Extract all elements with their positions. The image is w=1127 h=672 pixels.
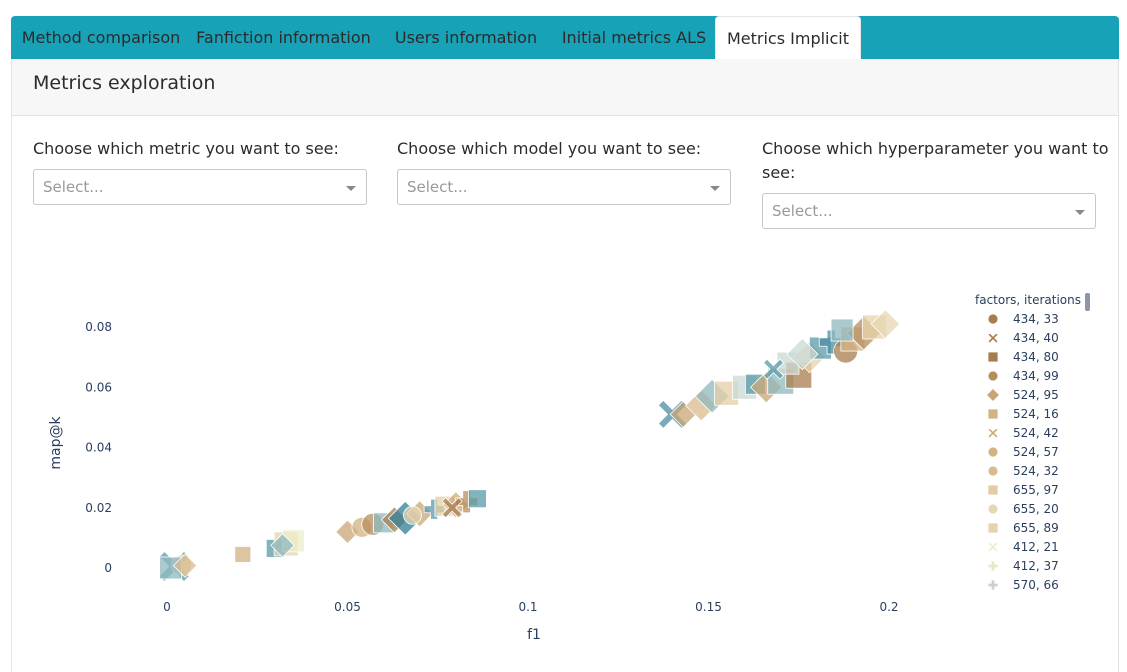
tab-initial-metrics-als[interactable]: Initial metrics ALS xyxy=(561,28,707,47)
metric-select-label: Choose which metric you want to see: xyxy=(33,139,339,158)
legend-entry[interactable]: 655, 97 xyxy=(1013,483,1059,497)
tab-fanfiction-information[interactable]: Fanfiction information xyxy=(196,28,371,47)
chevron-down-icon xyxy=(346,186,356,191)
scatter-point[interactable] xyxy=(786,337,819,371)
scatter-point[interactable] xyxy=(870,309,901,339)
legend-entry[interactable]: 412, 21 xyxy=(1013,540,1059,554)
legend-marker[interactable] xyxy=(987,313,999,325)
scatter-point[interactable] xyxy=(270,533,295,558)
legend-marker[interactable] xyxy=(987,484,999,496)
legend-marker[interactable] xyxy=(987,465,999,477)
hyperparameter-select[interactable]: Select... xyxy=(762,193,1096,229)
scatter-point[interactable] xyxy=(403,505,422,525)
x-tick-label: 0 xyxy=(163,600,171,614)
metrics-panel: Metrics exploration xyxy=(11,59,1119,672)
legend-marker[interactable] xyxy=(987,408,999,420)
tab-bar: Method comparison Fanfiction information… xyxy=(11,16,1119,60)
scatter-point[interactable] xyxy=(441,497,463,519)
legend-marker[interactable] xyxy=(987,370,999,382)
legend-entry[interactable]: 434, 80 xyxy=(1013,350,1059,364)
legend-marker[interactable] xyxy=(987,332,999,344)
x-tick-label: 0.05 xyxy=(334,600,361,614)
legend-entry[interactable]: 524, 42 xyxy=(1013,426,1059,440)
legend-marker[interactable] xyxy=(987,541,999,553)
legend-entry[interactable]: 524, 57 xyxy=(1013,445,1059,459)
legend-entry[interactable]: 434, 33 xyxy=(1013,312,1059,326)
legend-entry[interactable]: 434, 99 xyxy=(1013,369,1059,383)
legend-entry[interactable]: 524, 16 xyxy=(1013,407,1059,421)
model-select-label: Choose which model you want to see: xyxy=(397,139,702,158)
metric-select-placeholder: Select... xyxy=(43,178,104,196)
hyperparameter-select-label-line2: see: xyxy=(762,163,796,182)
tab-users-information[interactable]: Users information xyxy=(394,28,538,47)
hyperparameter-select-label-line1: Choose which hyperparameter you want to xyxy=(762,139,1109,158)
legend-entry[interactable]: 524, 32 xyxy=(1013,464,1059,478)
scatter-point[interactable] xyxy=(172,553,198,578)
legend-marker[interactable] xyxy=(987,503,999,515)
legend-entry[interactable]: 655, 89 xyxy=(1013,521,1059,535)
chevron-down-icon xyxy=(710,186,720,191)
chevron-down-icon xyxy=(1075,210,1085,215)
metric-select[interactable]: Select... xyxy=(33,169,367,205)
y-tick-label: 0.06 xyxy=(85,380,112,394)
legend-title: factors, iterations xyxy=(975,293,1081,307)
scatter-point[interactable] xyxy=(468,489,487,509)
legend-entry[interactable]: 524, 95 xyxy=(1013,388,1059,402)
y-tick-label: 0.02 xyxy=(85,501,112,515)
panel-header: Metrics exploration xyxy=(12,59,1118,116)
y-tick-label: 0 xyxy=(104,561,112,575)
scatter-points xyxy=(158,309,901,583)
legend-marker[interactable] xyxy=(987,351,999,363)
scatter-point[interactable] xyxy=(762,358,785,380)
y-tick-label: 0.04 xyxy=(85,441,112,455)
legend-scrollbar[interactable] xyxy=(1085,293,1090,311)
x-tick-label: 0.2 xyxy=(879,600,898,614)
x-axis-title: f1 xyxy=(527,627,541,643)
legend-marker[interactable] xyxy=(987,522,999,534)
legend-entry[interactable]: 412, 37 xyxy=(1013,559,1059,573)
x-tick-label: 0.15 xyxy=(695,600,722,614)
chart-legend: factors, iterations 434, 33 434, 40 434, 80… xyxy=(975,293,1090,592)
tab-metrics-implicit[interactable]: Metrics Implicit xyxy=(715,16,861,60)
model-select[interactable]: Select... xyxy=(397,169,731,205)
scatter-point[interactable] xyxy=(830,318,854,342)
hyperparameter-select-placeholder: Select... xyxy=(772,202,833,220)
y-axis-title: map@k xyxy=(48,416,64,470)
legend-marker[interactable] xyxy=(987,427,999,439)
legend-entry[interactable]: 570, 66 xyxy=(1013,578,1059,592)
panel-title: Metrics exploration xyxy=(33,72,216,94)
legend-entry[interactable]: 434, 40 xyxy=(1013,331,1059,345)
legend-marker[interactable] xyxy=(987,446,999,458)
legend-entry[interactable]: 655, 20 xyxy=(1013,502,1059,516)
model-select-placeholder: Select... xyxy=(407,178,468,196)
x-tick-label: 0.1 xyxy=(518,600,537,614)
legend-marker[interactable] xyxy=(987,579,999,591)
legend-marker[interactable] xyxy=(985,387,1001,403)
scatter-point[interactable] xyxy=(234,546,252,563)
legend-marker[interactable] xyxy=(987,560,999,572)
tab-method-comparison[interactable]: Method comparison xyxy=(21,28,181,47)
y-tick-label: 0.08 xyxy=(85,320,112,334)
